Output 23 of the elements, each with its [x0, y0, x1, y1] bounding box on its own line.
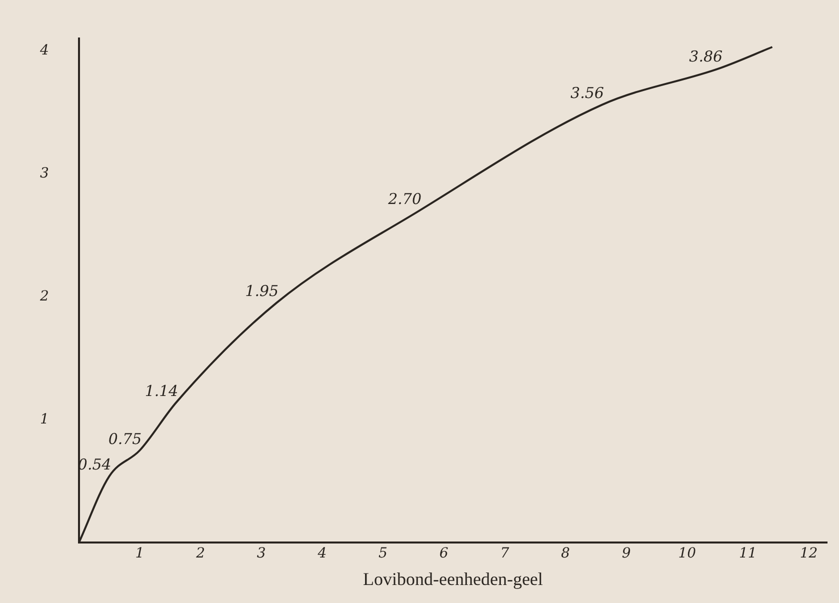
x-tick-label: 2 — [195, 546, 206, 562]
data-label: 1.14 — [144, 382, 178, 400]
y-tick-label: 4 — [38, 42, 49, 58]
data-label: 0.75 — [108, 430, 142, 448]
data-label: 3.56 — [570, 84, 604, 102]
x-tick-label: 12 — [800, 546, 818, 562]
y-tick-label: 1 — [40, 411, 49, 428]
x-tick-label: 10 — [678, 546, 696, 562]
x-tick-label: 11 — [739, 546, 757, 562]
data-label: 1.95 — [245, 282, 279, 300]
x-tick-label: 7 — [500, 546, 510, 562]
y-tick-label: 3 — [40, 165, 49, 182]
x-tick-label: 8 — [561, 546, 570, 562]
y-tick-label: 2 — [38, 288, 49, 304]
x-tick-label: 6 — [439, 546, 448, 562]
x-tick-label: 4 — [316, 546, 327, 562]
x-tick-label: 3 — [256, 546, 266, 562]
x-tick-label: 5 — [378, 546, 388, 562]
x-axis-title: Lovibond-eenheden-geel — [362, 568, 543, 589]
data-label: 3.86 — [689, 47, 724, 66]
x-tick-label: 1 — [135, 546, 144, 562]
x-tick-label: 9 — [622, 546, 631, 562]
data-label: 2.70 — [387, 190, 422, 208]
